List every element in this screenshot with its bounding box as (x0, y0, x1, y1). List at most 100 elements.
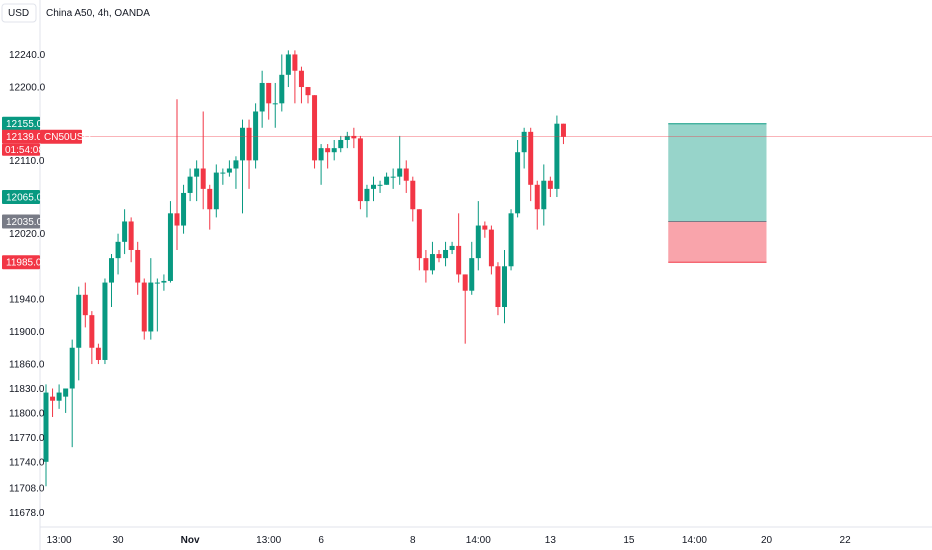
candle-body (194, 168, 200, 177)
chart-title: China A50, 4h, OANDA (46, 8, 150, 19)
candle (462, 274, 468, 344)
candle (246, 119, 252, 189)
candle (429, 241, 435, 275)
candle-body (187, 176, 193, 193)
candle-body (135, 249, 141, 283)
candle (541, 164, 547, 226)
candle (305, 87, 311, 104)
candle-body (148, 282, 154, 332)
candle (213, 164, 219, 218)
candle-body (423, 258, 429, 271)
candle (502, 249, 507, 324)
y-tick-label: 11860.0 (9, 360, 45, 371)
candle-body (259, 82, 265, 112)
candle-body (318, 148, 324, 161)
candle (141, 278, 147, 340)
y-tick-label: 11800.0 (9, 408, 45, 419)
candle-body (384, 176, 390, 185)
price-tag-value: 11985.0 (6, 258, 42, 269)
candle (285, 50, 291, 88)
x-axis-labels: 13:00 30 Nov 13:00 6 8 14:00 13 15 14:00 20 22 (47, 535, 852, 546)
candle-body (200, 168, 206, 189)
candle-body (213, 172, 219, 210)
candle-body (469, 258, 475, 291)
candle (69, 339, 75, 448)
candle-body (488, 229, 494, 267)
candle (154, 278, 160, 332)
price-tag-box (2, 129, 40, 144)
candle (76, 286, 82, 381)
candle-body (528, 131, 534, 185)
symbol-tag-label: CN50USD (44, 132, 91, 143)
y-tick-label: 11900.0 (9, 327, 45, 338)
candle (272, 82, 278, 128)
position-tool[interactable] (668, 123, 767, 263)
candle-body (351, 135, 357, 139)
candle-body (521, 131, 527, 153)
price-tag: 12155.0 (2, 116, 43, 131)
candle-body (482, 225, 488, 230)
candle-body (63, 388, 69, 397)
candle-body (515, 152, 521, 214)
x-tick-label: 22 (840, 535, 852, 546)
candle-body (456, 245, 462, 275)
candle (534, 180, 540, 230)
x-tick-label: Nov (181, 535, 200, 546)
candle-body (541, 180, 547, 210)
candle (89, 311, 95, 365)
candle (312, 95, 318, 169)
candle-body (43, 392, 49, 462)
candle (279, 54, 285, 112)
candle-body (377, 184, 383, 186)
candle-body (554, 123, 560, 189)
candle (109, 254, 114, 308)
candle (207, 184, 213, 230)
x-tick-label: 13:00 (47, 535, 72, 546)
candle (200, 111, 206, 210)
candle (226, 160, 232, 177)
candle (298, 66, 304, 104)
candle (469, 241, 475, 295)
candle (528, 127, 534, 202)
candle-body (495, 266, 501, 308)
candle-body (181, 192, 187, 226)
candle-body (325, 148, 331, 153)
candle (338, 135, 344, 153)
candle (161, 274, 167, 291)
candle (181, 184, 187, 234)
candle-body (436, 254, 442, 259)
price-tag-value: 12065.0 (6, 193, 43, 204)
price-tag-value: 12155.0 (6, 119, 43, 130)
candle-body (449, 245, 455, 250)
candle (331, 139, 337, 161)
currency-button[interactable] (1, 3, 37, 23)
candles-layer (43, 50, 566, 487)
candle (233, 156, 239, 189)
candle (495, 262, 501, 316)
candle (482, 221, 488, 238)
countdown-label: 01:54:08 (5, 145, 44, 156)
candle (128, 217, 134, 263)
candle (240, 119, 245, 214)
price-tag-box (2, 116, 40, 131)
loss-zone[interactable] (668, 221, 767, 263)
candle-body (174, 213, 180, 226)
y-tick-label: 12240.0 (9, 50, 46, 61)
candle-body (462, 274, 468, 291)
y-tick-label: 11830.0 (9, 384, 45, 395)
profit-zone[interactable] (668, 123, 767, 222)
candle-body (371, 184, 376, 189)
price-tag-box (2, 255, 40, 270)
y-tick-label: 11940.0 (9, 294, 45, 305)
candle-body (410, 180, 416, 210)
candle (436, 249, 442, 263)
candle (63, 388, 69, 413)
candle (102, 278, 108, 365)
price-tag-box (2, 190, 40, 205)
candle-body (56, 392, 62, 401)
candle-body (508, 213, 514, 267)
candle-body (233, 160, 239, 169)
x-tick-label: 6 (318, 535, 324, 546)
x-tick-label: 14:00 (682, 535, 707, 546)
